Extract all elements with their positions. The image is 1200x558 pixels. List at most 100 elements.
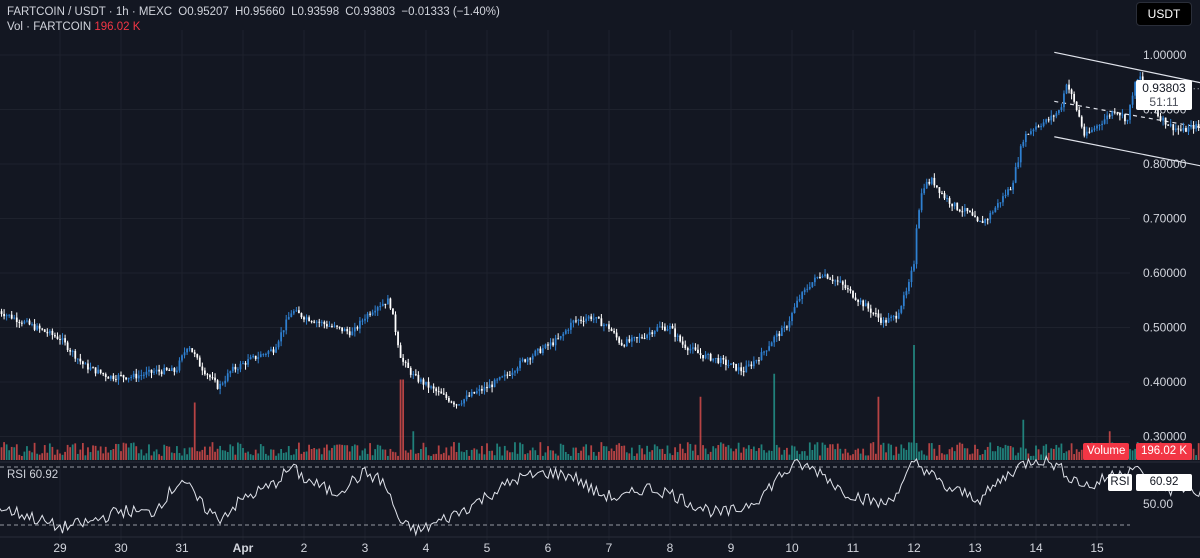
volume-bar xyxy=(918,451,920,460)
volume-bar xyxy=(641,448,643,460)
candle-body xyxy=(221,383,224,385)
volume-bar xyxy=(336,444,338,460)
candle-body xyxy=(994,207,997,213)
volume-bar xyxy=(292,454,295,460)
candle-body xyxy=(1190,125,1192,128)
candle-body xyxy=(1162,117,1164,121)
volume-legend[interactable]: Vol · FARTCOIN 196.02 K xyxy=(7,21,140,33)
volume-bar xyxy=(1075,449,1078,460)
candle-body xyxy=(231,366,234,372)
candle-body xyxy=(1002,196,1004,203)
volume-bar xyxy=(643,454,646,460)
volume-bar xyxy=(282,452,285,460)
rsi-legend[interactable]: RSI 60.92 xyxy=(7,469,58,481)
volume-bar xyxy=(186,454,188,460)
volume-bar xyxy=(320,454,323,460)
candle-body xyxy=(732,363,735,365)
candle-body xyxy=(867,303,870,309)
volume-bar xyxy=(910,442,913,460)
volume-bar xyxy=(618,443,621,460)
volume-bar xyxy=(359,455,361,460)
volume-bar xyxy=(234,454,237,460)
volume-bar xyxy=(1060,443,1063,460)
x-tick-label: 6 xyxy=(545,541,552,555)
volume-bar xyxy=(859,453,862,460)
candle-body xyxy=(473,392,476,394)
volume-bar xyxy=(89,452,92,460)
candle-body xyxy=(1027,133,1030,135)
candle-body xyxy=(747,364,750,366)
candle-body xyxy=(478,388,481,392)
volume-bar xyxy=(366,453,369,460)
volume-bar xyxy=(455,451,458,460)
bar-countdown: 51:11 xyxy=(1149,95,1179,109)
candle-body xyxy=(305,317,308,320)
candle-body xyxy=(430,386,432,388)
symbol-legend[interactable]: FARTCOIN / USDT · 1h · MEXC O0.95207 H0.… xyxy=(7,6,503,18)
volume-bar xyxy=(536,455,539,460)
volume-bar xyxy=(826,447,829,460)
volume-bar xyxy=(844,448,847,460)
volume-bar xyxy=(348,451,351,460)
candle-body xyxy=(142,374,145,376)
candle-body xyxy=(315,321,318,323)
volume-bar xyxy=(803,451,806,460)
candle-body xyxy=(615,332,618,338)
candle-body xyxy=(915,228,918,265)
candle-body xyxy=(600,318,603,327)
candle-body xyxy=(564,330,567,334)
volume-bar xyxy=(386,455,389,460)
volume-bar xyxy=(259,444,262,460)
candle-body xyxy=(343,329,346,332)
volume-bar xyxy=(356,445,359,460)
candle-body xyxy=(1014,167,1017,183)
volume-bar xyxy=(262,446,265,460)
volume-bar xyxy=(961,443,964,460)
candle-body xyxy=(801,292,804,299)
volume-bar xyxy=(559,443,562,460)
candle-body xyxy=(709,353,712,361)
volume-bar xyxy=(572,447,575,460)
open-value: O0.95207 xyxy=(178,6,229,18)
candle-body xyxy=(158,369,161,372)
volume-bar xyxy=(1065,451,1068,460)
volume-bar xyxy=(542,455,544,460)
volume-bar xyxy=(305,451,308,460)
volume-bar xyxy=(1042,445,1045,460)
candle-body xyxy=(359,320,361,329)
volume-bar xyxy=(1027,453,1030,460)
candle-body xyxy=(242,363,244,365)
volume-bar xyxy=(224,450,227,460)
candle-body xyxy=(864,303,867,307)
volume-bar xyxy=(277,453,280,460)
volume-bar xyxy=(447,455,450,460)
volume-bar xyxy=(808,442,811,460)
volume-bar xyxy=(773,373,776,460)
currency-button[interactable]: USDT xyxy=(1136,2,1192,26)
candle-body xyxy=(1192,125,1195,129)
candle-body xyxy=(310,321,313,323)
volume-bar xyxy=(1030,455,1032,460)
candle-body xyxy=(758,360,760,362)
candle-body xyxy=(534,350,537,356)
candle-body xyxy=(778,333,781,336)
candle-body xyxy=(714,358,717,360)
volume-bar xyxy=(371,455,374,460)
volume-bar xyxy=(92,445,94,460)
candle-body xyxy=(648,332,651,335)
candle-body xyxy=(813,277,816,283)
volume-bar xyxy=(41,453,44,460)
volume-bar xyxy=(36,453,39,460)
candle-body xyxy=(831,279,834,282)
volume-bar xyxy=(707,454,710,460)
candle-body xyxy=(798,298,801,301)
volume-bar xyxy=(595,455,598,460)
candle-body xyxy=(783,326,786,328)
candle-body xyxy=(765,350,768,352)
volume-bar xyxy=(43,445,46,460)
candle-body xyxy=(226,373,229,381)
candle-body xyxy=(582,320,585,322)
volume-bar xyxy=(1012,447,1015,460)
candle-body xyxy=(69,350,72,352)
